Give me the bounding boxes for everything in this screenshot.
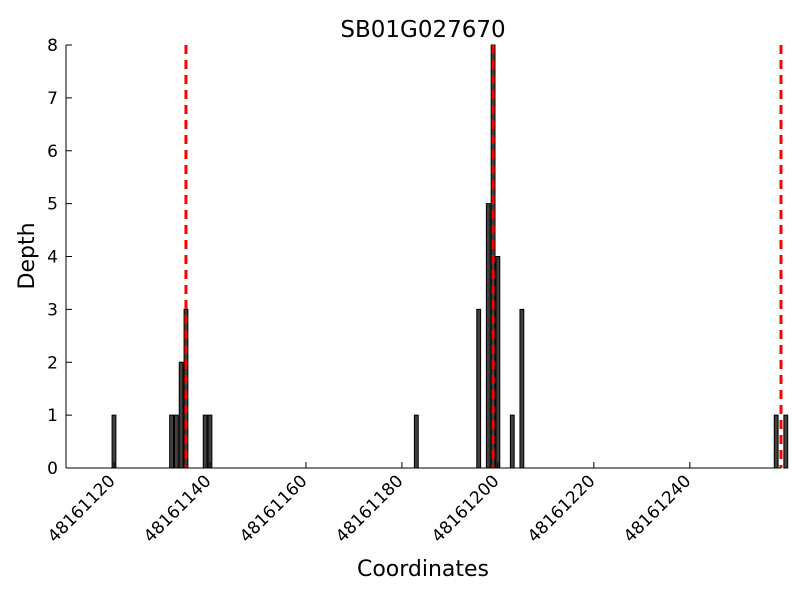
chart-title: SB01G027670 [340, 17, 505, 43]
x-tick-label-5: 48161220 [524, 471, 599, 546]
axes-layer [65, 45, 781, 469]
x-tick-label-4: 48161200 [428, 471, 503, 546]
bar-5 [202, 414, 208, 469]
y-tick-label-8: 8 [47, 36, 58, 56]
x-tick-label-0: 48161120 [44, 471, 119, 546]
x-axis-title: Coordinates [357, 557, 489, 582]
x-tick-label-6: 48161240 [620, 471, 695, 546]
y-tick-label-5: 5 [47, 195, 58, 215]
bar-15 [783, 414, 789, 469]
y-tick-label-7: 7 [47, 89, 58, 109]
reference-lines-layer [184, 45, 783, 468]
bar-11 [495, 256, 501, 469]
x-tick-label-3: 48161180 [332, 471, 407, 546]
bar-14 [773, 414, 779, 469]
bar-9 [485, 203, 491, 469]
bars-layer [111, 44, 789, 469]
y-tick-label-0: 0 [47, 459, 58, 479]
bar-8 [476, 308, 482, 469]
x-tick-label-2: 48161160 [236, 471, 311, 546]
bar-12 [509, 414, 515, 469]
bar-6 [207, 414, 213, 469]
ticks-layer: 0 1 2 3 4 5 6 7 8 48161120 48161140 48161160 4816118… [44, 36, 695, 547]
bar-7 [413, 414, 419, 469]
y-tick-label-1: 1 [47, 406, 58, 426]
y-tick-label-3: 3 [47, 300, 58, 320]
y-tick-label-6: 6 [47, 142, 58, 162]
bar-2 [173, 414, 179, 469]
bar-0 [111, 414, 117, 469]
x-tick-label-1: 48161140 [140, 471, 215, 546]
y-tick-label-4: 4 [47, 248, 58, 268]
bar-13 [519, 308, 525, 469]
bar-1 [169, 414, 174, 469]
y-axis-title: Depth [15, 222, 40, 289]
bar-3 [178, 361, 184, 469]
y-tick-label-2: 2 [47, 353, 58, 373]
